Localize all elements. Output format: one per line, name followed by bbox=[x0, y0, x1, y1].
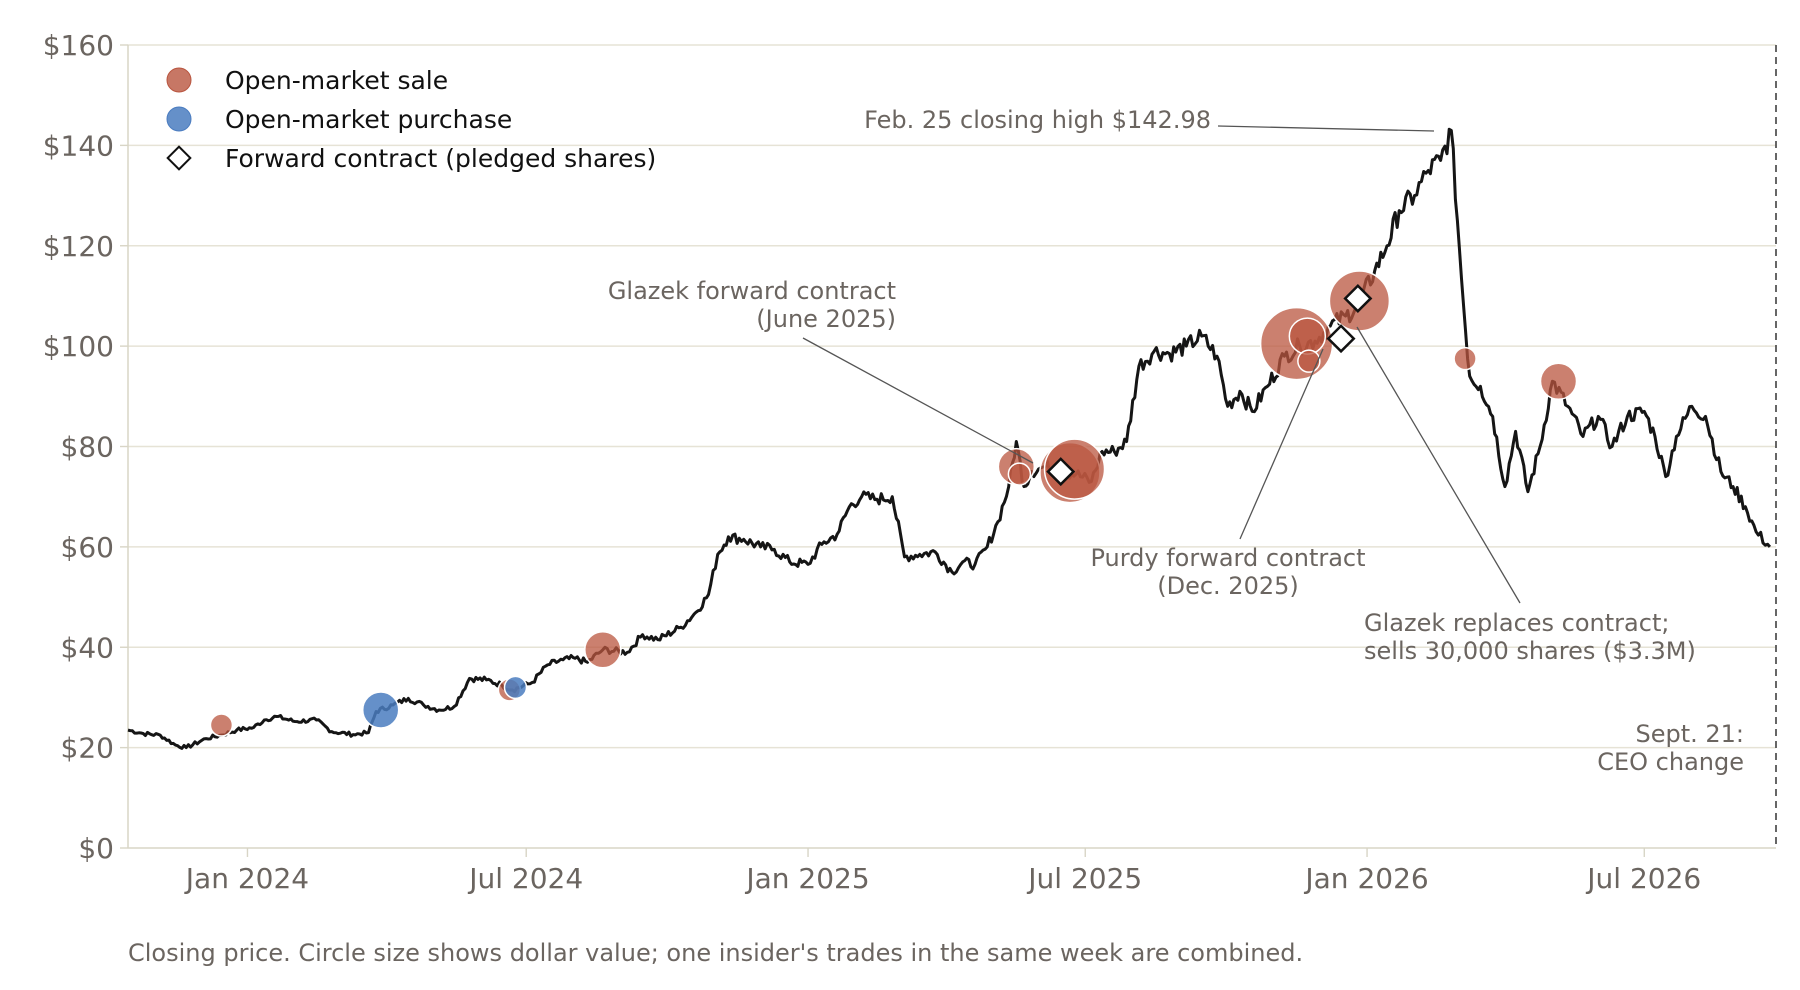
ceo-change-label-line1: Sept. 21: bbox=[1635, 720, 1744, 748]
forward-contract-marker bbox=[1046, 457, 1076, 487]
y-ticks: $0 $20 $40 $60 $80 $100 $120 $140 $160 bbox=[43, 29, 128, 865]
feb-high-leader bbox=[1217, 125, 1435, 132]
y-tick-label: $100 bbox=[43, 330, 114, 363]
y-tick-label: $80 bbox=[61, 431, 114, 464]
y-tick-label: $40 bbox=[61, 631, 114, 664]
purdy-dec-leader bbox=[1239, 348, 1324, 540]
x-tick-label: Jan 2026 bbox=[1303, 862, 1428, 895]
forward-contract-marker bbox=[1326, 324, 1356, 354]
legend-sale-label: Open-market sale bbox=[225, 66, 448, 95]
y-tick-label: $160 bbox=[43, 29, 114, 62]
purchase-marker bbox=[361, 691, 400, 729]
x-tick-label: Jul 2024 bbox=[467, 862, 583, 895]
y-tick-label: $140 bbox=[43, 129, 114, 162]
glazek-june-annotation-line1: Glazek forward contract bbox=[608, 277, 896, 305]
x-tick-label: Jan 2024 bbox=[184, 862, 309, 895]
legend-purchase-label: Open-market purchase bbox=[225, 105, 512, 134]
x-tick-label: Jan 2025 bbox=[744, 862, 869, 895]
forward-contract-markers bbox=[1046, 283, 1373, 487]
glazek-june-annotation-line2: (June 2025) bbox=[756, 305, 896, 333]
forward-contract-marker bbox=[1343, 283, 1373, 313]
y-tick-label: $20 bbox=[61, 732, 114, 765]
ceo-change-label-line2: CEO change bbox=[1597, 748, 1744, 776]
glazek-june-leader bbox=[802, 337, 1034, 464]
sale-marker bbox=[584, 631, 622, 669]
trade-markers bbox=[209, 270, 1578, 737]
glazek-replace-annotation-line1: Glazek replaces contract; bbox=[1364, 609, 1669, 637]
sale-marker bbox=[1539, 362, 1578, 401]
legend-forward-marker bbox=[166, 145, 192, 171]
legend-sale-marker bbox=[166, 67, 192, 93]
glazek-replace-leader bbox=[1356, 326, 1521, 604]
sale-marker bbox=[1288, 317, 1327, 355]
glazek-replace-annotation-line2: sells 30,000 shares ($3.3M) bbox=[1364, 637, 1696, 665]
sale-marker bbox=[1297, 349, 1321, 373]
legend-forward-label: Forward contract (pledged shares) bbox=[225, 144, 656, 173]
x-tick-label: Jul 2025 bbox=[1026, 862, 1142, 895]
y-tick-label: $60 bbox=[61, 531, 114, 564]
y-tick-label: $120 bbox=[43, 230, 114, 263]
sale-marker bbox=[209, 713, 234, 737]
chart-caption: Closing price. Circle size shows dollar … bbox=[128, 939, 1303, 967]
sale-marker bbox=[1453, 346, 1477, 371]
sale-marker bbox=[1007, 462, 1032, 486]
purchase-marker bbox=[503, 675, 528, 700]
gridlines bbox=[128, 44, 1776, 749]
purdy-dec-annotation-line1: Purdy forward contract bbox=[1090, 544, 1365, 572]
price-series-line bbox=[127, 127, 1772, 750]
x-ticks: Jan 2024 Jul 2024 Jan 2025 Jul 2025 Jan 2026… bbox=[184, 848, 1701, 895]
feb-high-annotation: Feb. 25 closing high $142.98 bbox=[864, 106, 1211, 134]
purdy-dec-annotation-line2: (Dec. 2025) bbox=[1157, 572, 1299, 600]
legend: Open-market sale Open-market purchase Fo… bbox=[166, 66, 656, 173]
y-tick-label: $0 bbox=[78, 832, 114, 865]
x-tick-label: Jul 2026 bbox=[1585, 862, 1701, 895]
legend-purchase-marker bbox=[166, 106, 192, 132]
